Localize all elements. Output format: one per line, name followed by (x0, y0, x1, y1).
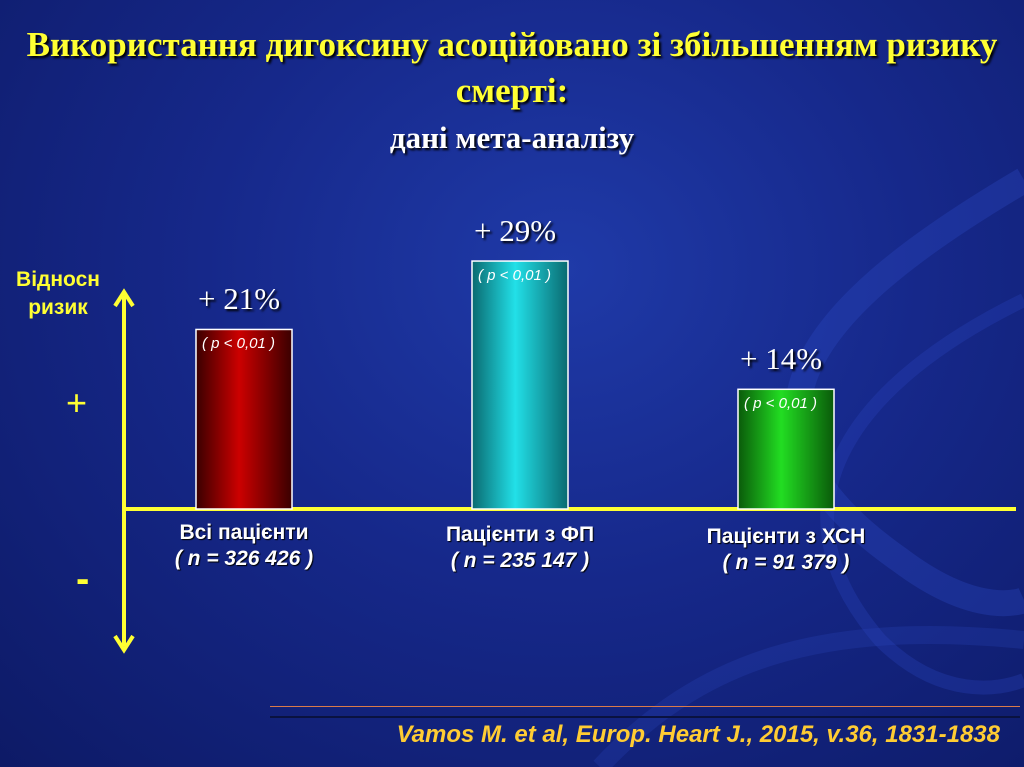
citation: Vamos M. et al, Europ. Heart J., 2015, v… (396, 721, 1000, 748)
category-name-2: Пацієнти з ФП (445, 523, 595, 546)
y-axis-arrow-up (113, 288, 135, 308)
axis-minus-sign: - (76, 557, 90, 601)
category-label-3: Пацієнти з ХСН ( n = 91 379 ) (666, 524, 906, 576)
category-label-2: Пацієнти з ФП ( n = 235 147 ) (400, 522, 640, 574)
footer-rule (270, 706, 1020, 707)
y-axis-arrow-down (113, 634, 135, 654)
slide-subtitle: дані мета-аналізу (389, 120, 635, 155)
value-label-3: + 14% (740, 341, 823, 377)
p-value-label-2: ( p < 0,01 ) (478, 267, 551, 285)
value-label-1: + 21% (198, 281, 281, 317)
axis-plus-sign: + (66, 382, 88, 423)
slide-title: Використання дигоксину асоційовано зі зб… (26, 25, 998, 110)
category-label-1: Всі пацієнти ( n = 326 426 ) (124, 520, 364, 572)
value-label-2: + 29% (474, 213, 557, 249)
sample-size-1: ( n = 326 426 ) (174, 547, 314, 570)
category-name-3: Пацієнти з ХСН (706, 525, 866, 548)
footer-rule-shadow (270, 716, 1020, 718)
sample-size-3: ( n = 91 379 ) (722, 551, 850, 574)
sample-size-2: ( n = 235 147 ) (450, 549, 590, 572)
p-value-label-3: ( p < 0,01 ) (744, 395, 817, 413)
category-name-1: Всі пацієнти (179, 521, 309, 544)
bar-3 (737, 388, 835, 510)
bar-2 (471, 260, 569, 510)
p-value-label-1: ( p < 0,01 ) (202, 335, 275, 353)
y-axis-label: Відносн ризик (16, 268, 100, 319)
bar-1 (195, 328, 293, 510)
